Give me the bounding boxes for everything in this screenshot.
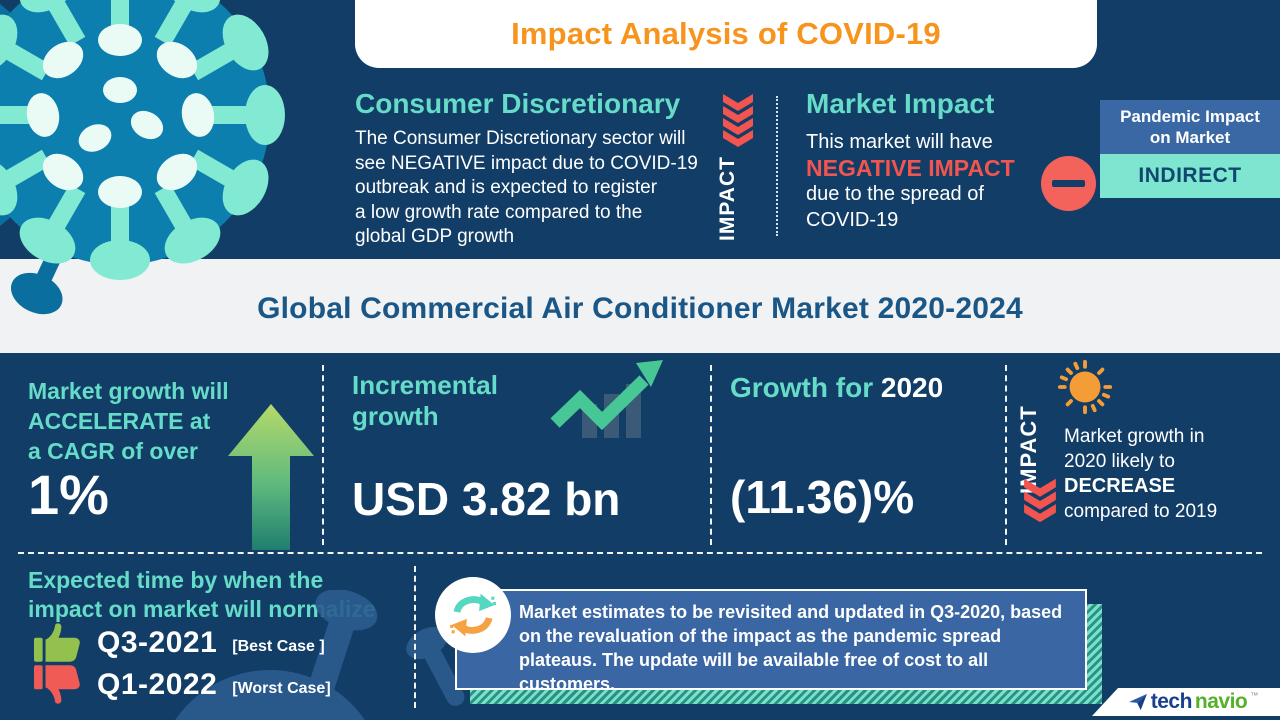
refresh-icon [435, 577, 511, 653]
market-impact-line: COVID-19 [806, 209, 899, 231]
banner: Impact Analysis of COVID-19 [355, 0, 1097, 68]
virus-silhouette-icon [175, 590, 465, 720]
horizontal-divider [18, 552, 1262, 554]
pandemic-panel-title: Pandemic Impact on Market [1100, 100, 1280, 154]
growth-2020-label: Growth for 2020 [730, 372, 943, 404]
best-case-row: Q3-2021 [Best Case ] [34, 622, 325, 663]
logo-trademark: ™ [1250, 691, 1259, 700]
worst-case-row: Q1-2022 [Worst Case] [34, 664, 331, 705]
incremental-value: USD 3.82 bn [352, 473, 621, 525]
logo-plate: tech navio ™ [1092, 688, 1280, 716]
cagr-intro: Market growth will ACCELERATE at a CAGR … [28, 378, 229, 464]
technavio-logo-icon [1128, 693, 1147, 711]
cagr-value: 1% [28, 463, 109, 526]
banner-title: Impact Analysis of COVID-19 [511, 16, 941, 51]
best-case-label: [Best Case ] [232, 637, 325, 655]
thumbs-down-icon [34, 665, 80, 704]
pandemic-panel-value: INDIRECT [1100, 154, 1280, 198]
market-impact-line: This market will have [806, 131, 993, 153]
bottom-divider [414, 566, 416, 708]
chevrons-down-icon [1024, 478, 1056, 523]
impact-2020-highlight: DECREASE [1064, 475, 1176, 497]
consumer-body: The Consumer Discretionary sector will s… [355, 128, 698, 248]
market-impact-highlight: NEGATIVE IMPACT [806, 155, 1015, 181]
best-case-quarter: Q3-2021 [97, 625, 218, 659]
market-impact-line: due to the spread of [806, 183, 984, 205]
worst-case-label: [Worst Case] [232, 679, 331, 697]
incremental-heading: Incremental growth [352, 370, 498, 431]
impact-2020-line: compared to 2019 [1064, 501, 1218, 522]
growth-2020-label-accent: Growth for [730, 372, 881, 403]
impact-2020-line: Market growth in [1064, 426, 1205, 447]
thumbs-up-icon [34, 623, 80, 662]
consumer-discretionary-section: Consumer Discretionary The Consumer Disc… [355, 88, 720, 250]
stats-divider [322, 365, 324, 545]
growth-up-arrow-icon [228, 404, 314, 550]
coronavirus-icon [1057, 359, 1113, 415]
note-box: Market estimates to be revisited and upd… [455, 589, 1087, 694]
title-band: Global Commercial Air Conditioner Market… [0, 259, 1280, 353]
pandemic-impact-panel: Pandemic Impact on Market INDIRECT [1100, 100, 1280, 198]
no-entry-icon [1041, 156, 1096, 211]
chevrons-down-icon [723, 94, 753, 147]
logo-brand-suffix: navio [1194, 690, 1248, 713]
stats-divider [1005, 365, 1007, 545]
coronavirus-illustration-icon [0, 0, 285, 315]
growth-2020-label-year: 2020 [880, 372, 944, 403]
market-impact-heading: Market Impact [806, 88, 995, 119]
impact-2020-line: 2020 likely to [1064, 451, 1175, 472]
stats-divider [710, 365, 712, 545]
minus-bar [1052, 180, 1085, 187]
note-text: Market estimates to be revisited and upd… [519, 602, 1063, 694]
impact-2020-text: Market growth in 2020 likely to DECREASE… [1064, 424, 1276, 524]
logo-brand-prefix: tech [1150, 690, 1193, 713]
growth-2020-value: (11.36)% [730, 471, 915, 523]
worst-case-quarter: Q1-2022 [97, 667, 218, 701]
top-section-divider [776, 96, 778, 236]
market-impact-section: Market Impact This market will have NEGA… [806, 88, 1056, 233]
market-title: Global Commercial Air Conditioner Market… [257, 292, 1023, 325]
consumer-heading: Consumer Discretionary [355, 88, 681, 119]
trend-up-chart-icon [550, 360, 663, 438]
